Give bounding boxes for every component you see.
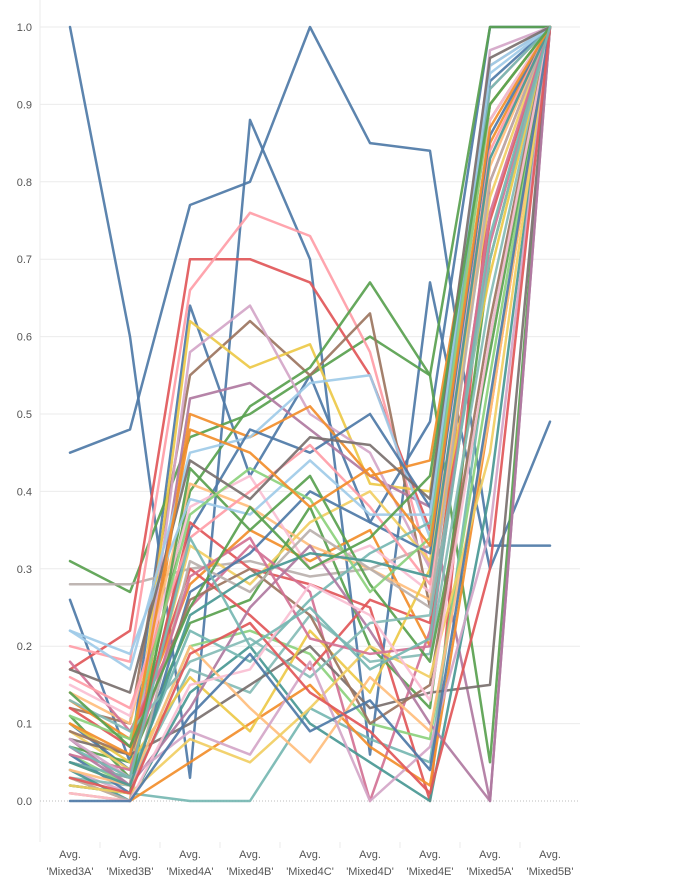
y-axis-ticks: 0.0 0.1 0.2 0.3 0.4 0.5 0.6 0.7 0.8 0.9 1.0 — [17, 22, 32, 808]
x-tick-label-line2: 'Mixed4D' — [346, 866, 394, 878]
series-line — [68, 25, 552, 803]
series-line — [68, 25, 552, 772]
x-tick-label-line2: 'Mixed3B' — [107, 866, 154, 878]
x-tick-label-line1: Avg. — [239, 849, 261, 861]
x-tick-label-line1: Avg. — [299, 849, 321, 861]
series-line — [68, 25, 552, 795]
series-line — [68, 25, 552, 803]
x-tick-label-line1: Avg. — [479, 849, 501, 861]
series-lines — [68, 25, 552, 803]
x-tick-label-line1: Avg. — [539, 849, 561, 861]
y-tick-label: 0.1 — [17, 719, 32, 731]
x-tick-label-line1: Avg. — [419, 849, 441, 861]
series-line — [68, 25, 552, 803]
x-axis-ticks: Avg. 'Mixed3A' Avg. 'Mixed3B' Avg. 'Mixed4A' A… — [47, 849, 574, 878]
x-tick-label-line2: 'Mixed5B' — [527, 866, 574, 878]
x-tick-label-line1: Avg. — [59, 849, 81, 861]
y-tick-label: 0.5 — [17, 409, 32, 421]
x-tick-label-line2: 'Mixed4E' — [407, 866, 454, 878]
x-tick-label-line2: 'Mixed4A' — [167, 866, 214, 878]
series-line — [68, 25, 552, 756]
y-tick-label: 0.6 — [17, 332, 32, 344]
series-line — [68, 25, 552, 803]
y-tick-label: 0.4 — [17, 486, 32, 498]
y-tick-label: 0.2 — [17, 641, 32, 653]
x-tick-label-line1: Avg. — [179, 849, 201, 861]
series-line — [68, 25, 552, 803]
x-tick-label-line2: 'Mixed3A' — [47, 866, 94, 878]
series-line — [68, 25, 552, 780]
x-tick-label-line1: Avg. — [359, 849, 381, 861]
x-tick-label-line2: 'Mixed4C' — [286, 866, 334, 878]
y-tick-label: 0.8 — [17, 177, 32, 189]
series-line — [68, 25, 552, 787]
y-tick-label: 0.9 — [17, 99, 32, 111]
x-tick-label-line1: Avg. — [119, 849, 141, 861]
y-tick-label: 0.7 — [17, 254, 32, 266]
series-line — [68, 25, 552, 694]
x-tick-label-line2: 'Mixed4B' — [227, 866, 274, 878]
y-tick-label: 0.3 — [17, 564, 32, 576]
y-tick-label: 1.0 — [17, 22, 32, 34]
y-tick-label: 0.0 — [17, 796, 32, 808]
x-tick-label-line2: 'Mixed5A' — [467, 866, 514, 878]
series-line — [68, 25, 552, 741]
